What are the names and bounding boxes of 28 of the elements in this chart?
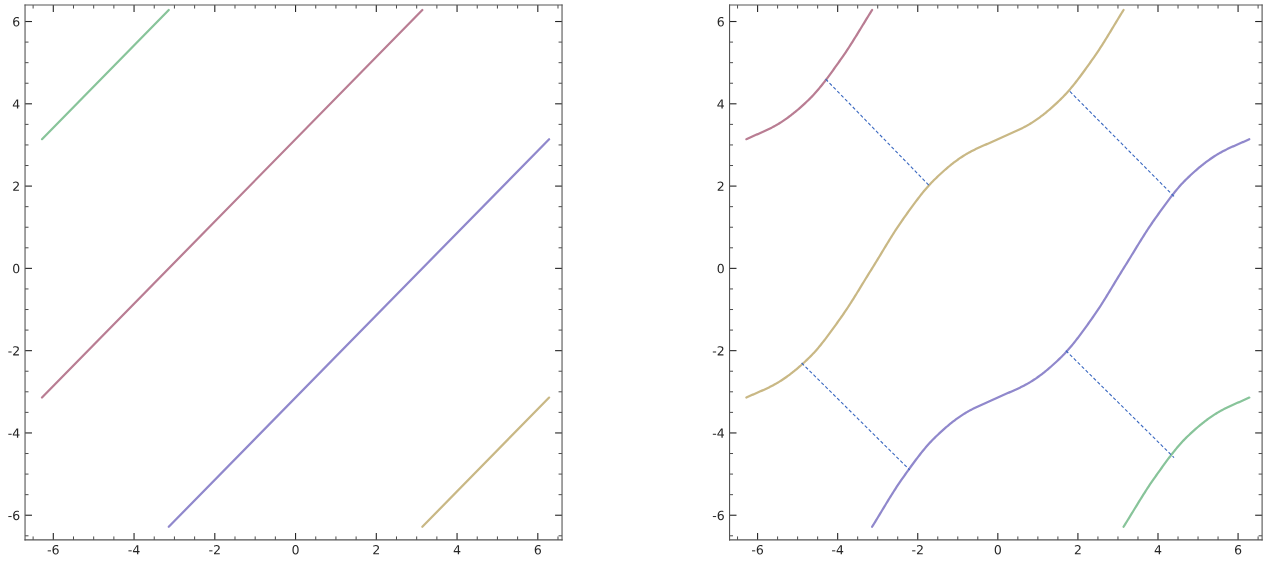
x-tick-label: -6 — [751, 545, 764, 555]
x-tick-label: -4 — [128, 545, 140, 555]
x-tick-label: 4 — [453, 545, 461, 555]
y-tick-label: -2 — [712, 346, 724, 356]
x-tick-label: 0 — [292, 545, 299, 555]
y-tick-label: -6 — [8, 510, 20, 521]
x-tick-label: -6 — [47, 545, 59, 555]
x-tick-label: 6 — [1234, 545, 1242, 555]
x-tick-label: -2 — [912, 545, 923, 555]
x-tick-label: 6 — [534, 545, 541, 555]
y-tick-label: 6 — [717, 17, 724, 27]
x-tick-label: 4 — [1154, 545, 1162, 555]
y-tick-label: -6 — [712, 510, 724, 521]
y-tick-label: -2 — [8, 346, 19, 356]
y-tick-label: 4 — [717, 99, 724, 109]
y-tick-label: 0 — [13, 263, 20, 274]
y-tick-label: 2 — [13, 181, 19, 191]
y-tick-label: 6 — [13, 17, 20, 27]
x-tick-label: -2 — [209, 545, 220, 555]
x-tick-label: 0 — [994, 545, 1001, 555]
y-tick-label: -4 — [712, 428, 724, 438]
y-tick-label: 2 — [717, 181, 724, 191]
x-tick-label: 2 — [373, 545, 380, 555]
y-tick-label: -4 — [8, 428, 20, 438]
x-tick-label: 2 — [1074, 545, 1081, 555]
x-tick-label: -4 — [832, 545, 844, 555]
y-tick-label: 4 — [12, 99, 20, 109]
y-tick-label: 0 — [717, 263, 724, 274]
